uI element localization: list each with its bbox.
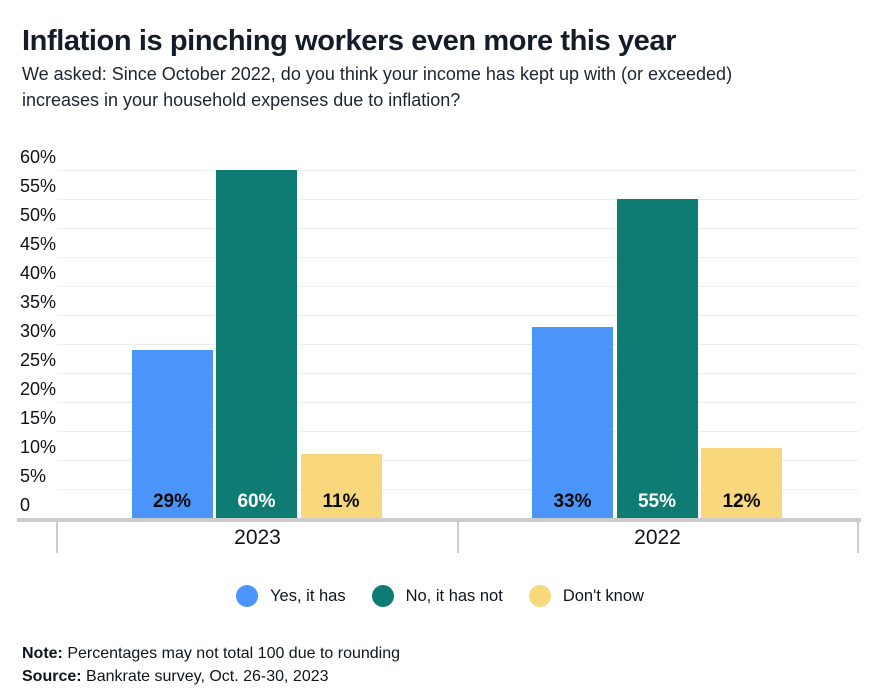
gridline <box>57 286 858 287</box>
bar-2022-no-it-has-not: 55% <box>616 199 698 518</box>
y-axis-tick-label: 45% <box>20 234 57 254</box>
x-axis-tick-right <box>857 522 859 553</box>
y-axis-tick-label: 5% <box>20 466 47 486</box>
legend-item-yes-it-has: Yes, it has <box>236 585 346 607</box>
source-text: Bankrate survey, Oct. 26-30, 2023 <box>81 668 329 685</box>
legend-label: Yes, it has <box>270 586 346 605</box>
bar-value-label: 12% <box>722 490 761 512</box>
y-axis-tick-label: 60% <box>20 147 57 167</box>
x-axis-tick-left <box>56 522 58 553</box>
y-axis-tick-label: 40% <box>20 263 57 283</box>
gridline <box>57 199 858 200</box>
footnotes: Note: Percentages may not total 100 due … <box>22 642 400 688</box>
y-axis-tick-label: 15% <box>20 408 57 428</box>
y-axis-tick-label: 35% <box>20 292 57 312</box>
legend-label: Don't know <box>562 586 644 605</box>
legend-swatch-icon <box>236 585 259 607</box>
bar-2023-no-it-has-not: 60% <box>216 170 297 518</box>
gridline <box>57 228 858 229</box>
note-label: Note: <box>22 645 63 662</box>
bar-2022-don-t-know: 12% <box>701 448 782 518</box>
legend-item-no-it-has-not: No, it has not <box>371 585 503 607</box>
gridline <box>57 460 858 461</box>
x-axis-category-label: 2023 <box>234 526 281 549</box>
bar-value-label: 55% <box>637 491 677 512</box>
chart-subtitle: We asked: Since October 2022, do you thi… <box>22 61 732 113</box>
y-axis-tick-label: 20% <box>20 379 57 399</box>
gridline <box>57 489 858 490</box>
subtitle-line-2: increases in your household expenses due… <box>22 90 461 110</box>
source-line: Source: Bankrate survey, Oct. 26-30, 202… <box>22 665 400 688</box>
bar-value-label: 33% <box>553 490 592 512</box>
bar-2023-yes-it-has: 29% <box>131 349 213 518</box>
x-axis-baseline <box>17 518 861 522</box>
gridline <box>57 431 858 432</box>
bar-value-label: 60% <box>237 491 276 512</box>
gridline <box>57 402 858 403</box>
legend-swatch-icon <box>528 585 551 607</box>
source-label: Source: <box>22 668 82 685</box>
legend-swatch-icon <box>371 585 394 607</box>
y-axis-tick-label: 25% <box>20 350 57 370</box>
bar-value-label: 29% <box>152 490 192 512</box>
chart-title: Inflation is pinching workers even more … <box>22 25 677 58</box>
gridline <box>57 373 858 374</box>
note-line: Note: Percentages may not total 100 due … <box>22 642 400 665</box>
note-text: Percentages may not total 100 due to rou… <box>62 645 401 662</box>
gridline <box>57 315 858 316</box>
legend-label: No, it has not <box>405 586 503 605</box>
chart-legend: Yes, it has No, it has not Don't know <box>0 585 880 607</box>
y-axis-tick-label: 55% <box>20 176 57 196</box>
bar-value-label: 11% <box>322 490 360 512</box>
legend-item-don-t-know: Don't know <box>528 585 644 607</box>
gridline <box>57 170 858 171</box>
subtitle-line-1: We asked: Since October 2022, do you thi… <box>22 64 733 84</box>
y-axis-tick-label: 10% <box>20 437 57 457</box>
x-axis-tick-center <box>457 522 459 553</box>
gridline <box>57 344 858 345</box>
x-axis-category-label: 2022 <box>634 526 681 549</box>
bar-2023-don-t-know: 11% <box>300 454 382 518</box>
y-axis-tick-label: 50% <box>20 205 57 225</box>
bar-2022-yes-it-has: 33% <box>532 326 613 518</box>
y-axis-tick-label: 30% <box>20 321 57 341</box>
gridline <box>57 257 858 258</box>
y-axis-tick-label: 0 <box>20 495 31 515</box>
